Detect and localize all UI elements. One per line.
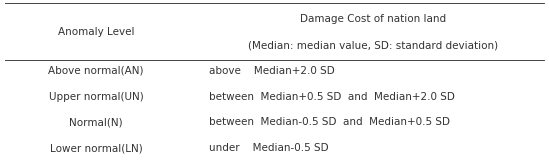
- Text: between  Median+0.5 SD  and  Median+2.0 SD: between Median+0.5 SD and Median+2.0 SD: [209, 92, 455, 102]
- Text: above    Median+2.0 SD: above Median+2.0 SD: [209, 66, 334, 76]
- Text: under    Median-0.5 SD: under Median-0.5 SD: [209, 143, 328, 153]
- Text: between  Median-0.5 SD  and  Median+0.5 SD: between Median-0.5 SD and Median+0.5 SD: [209, 117, 450, 127]
- Text: Upper normal(UN): Upper normal(UN): [49, 92, 143, 102]
- Text: Above normal(AN): Above normal(AN): [48, 66, 144, 76]
- Text: Anomaly Level: Anomaly Level: [58, 27, 135, 37]
- Text: Normal(N): Normal(N): [69, 117, 123, 127]
- Text: (Median: median value, SD: standard deviation): (Median: median value, SD: standard devi…: [248, 40, 498, 50]
- Text: Lower normal(LN): Lower normal(LN): [50, 143, 142, 153]
- Text: Damage Cost of nation land: Damage Cost of nation land: [300, 14, 446, 24]
